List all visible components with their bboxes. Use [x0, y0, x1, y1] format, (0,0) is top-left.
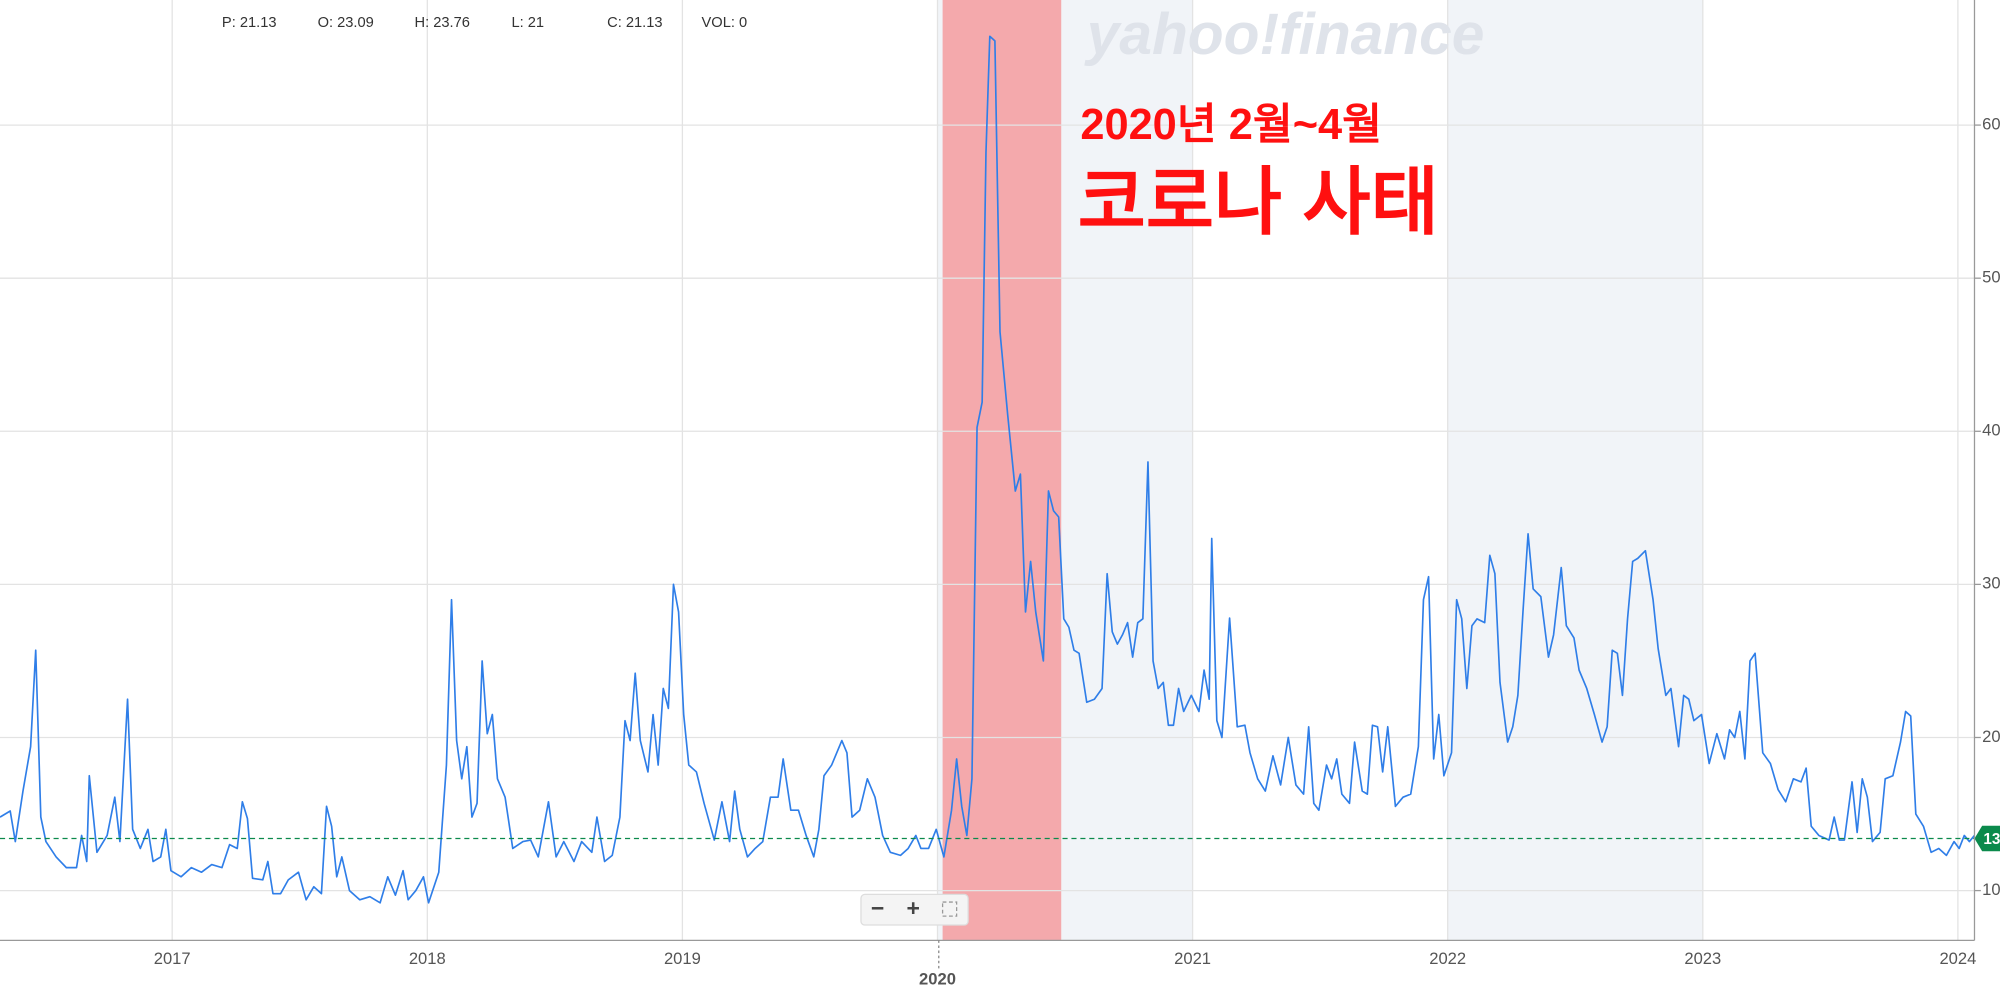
y-tick-label: 50: [1982, 268, 2000, 287]
bands: [937, 0, 1703, 941]
watermark: yahoo!finance: [1084, 2, 1485, 67]
y-tick-label: 40: [1982, 421, 2000, 440]
x-tick-label: 2020: [919, 969, 956, 985]
last-value-label: 13: [1983, 831, 2000, 848]
zoom-panel: [860, 893, 969, 926]
x-tick-label: 2017: [154, 949, 191, 968]
annotation: 2020년 2월~4월: [1080, 101, 1382, 149]
highlight-band: [942, 0, 1062, 941]
fullscreen[interactable]: [941, 901, 958, 917]
x-tick-label: 2018: [409, 949, 446, 968]
y-tick-label: 30: [1982, 574, 2000, 593]
annotation: 코로나 사태: [1078, 161, 1439, 244]
y-tick-label: 10: [1982, 880, 2000, 899]
plot: 13: [0, 35, 2000, 904]
ohlc-item: L: 21: [511, 15, 544, 31]
x-tick-label: 2023: [1684, 949, 1721, 968]
x-tick-label: 2019: [664, 949, 701, 968]
y-tick-label: 60: [1982, 114, 2000, 133]
last-value-tag: [1974, 825, 2000, 852]
ohlc-item: O: 23.09: [318, 15, 374, 31]
ohlc-item: H: 23.76: [415, 15, 470, 31]
ohlc-item: C: 21.13: [607, 15, 662, 31]
zoom-out[interactable]: −: [871, 895, 884, 921]
zoom-in[interactable]: +: [907, 895, 920, 921]
ohlc-header: P: 21.13 O: 23.09 H: 23.76 L: 21 C: 21.13 VOL…: [222, 15, 747, 31]
ohlc-item: P: 21.13: [222, 15, 277, 31]
x-tick-label: 2024: [1939, 949, 1976, 968]
ohlc-item: VOL: 0: [702, 15, 748, 31]
y-tick-label: 20: [1982, 727, 2000, 746]
series-line: [0, 35, 1976, 904]
year-shade: [1447, 0, 1703, 941]
x-tick-label: 2021: [1174, 949, 1211, 968]
zoom-controls: − +: [860, 893, 969, 926]
x-tick-label: 2022: [1429, 949, 1466, 968]
